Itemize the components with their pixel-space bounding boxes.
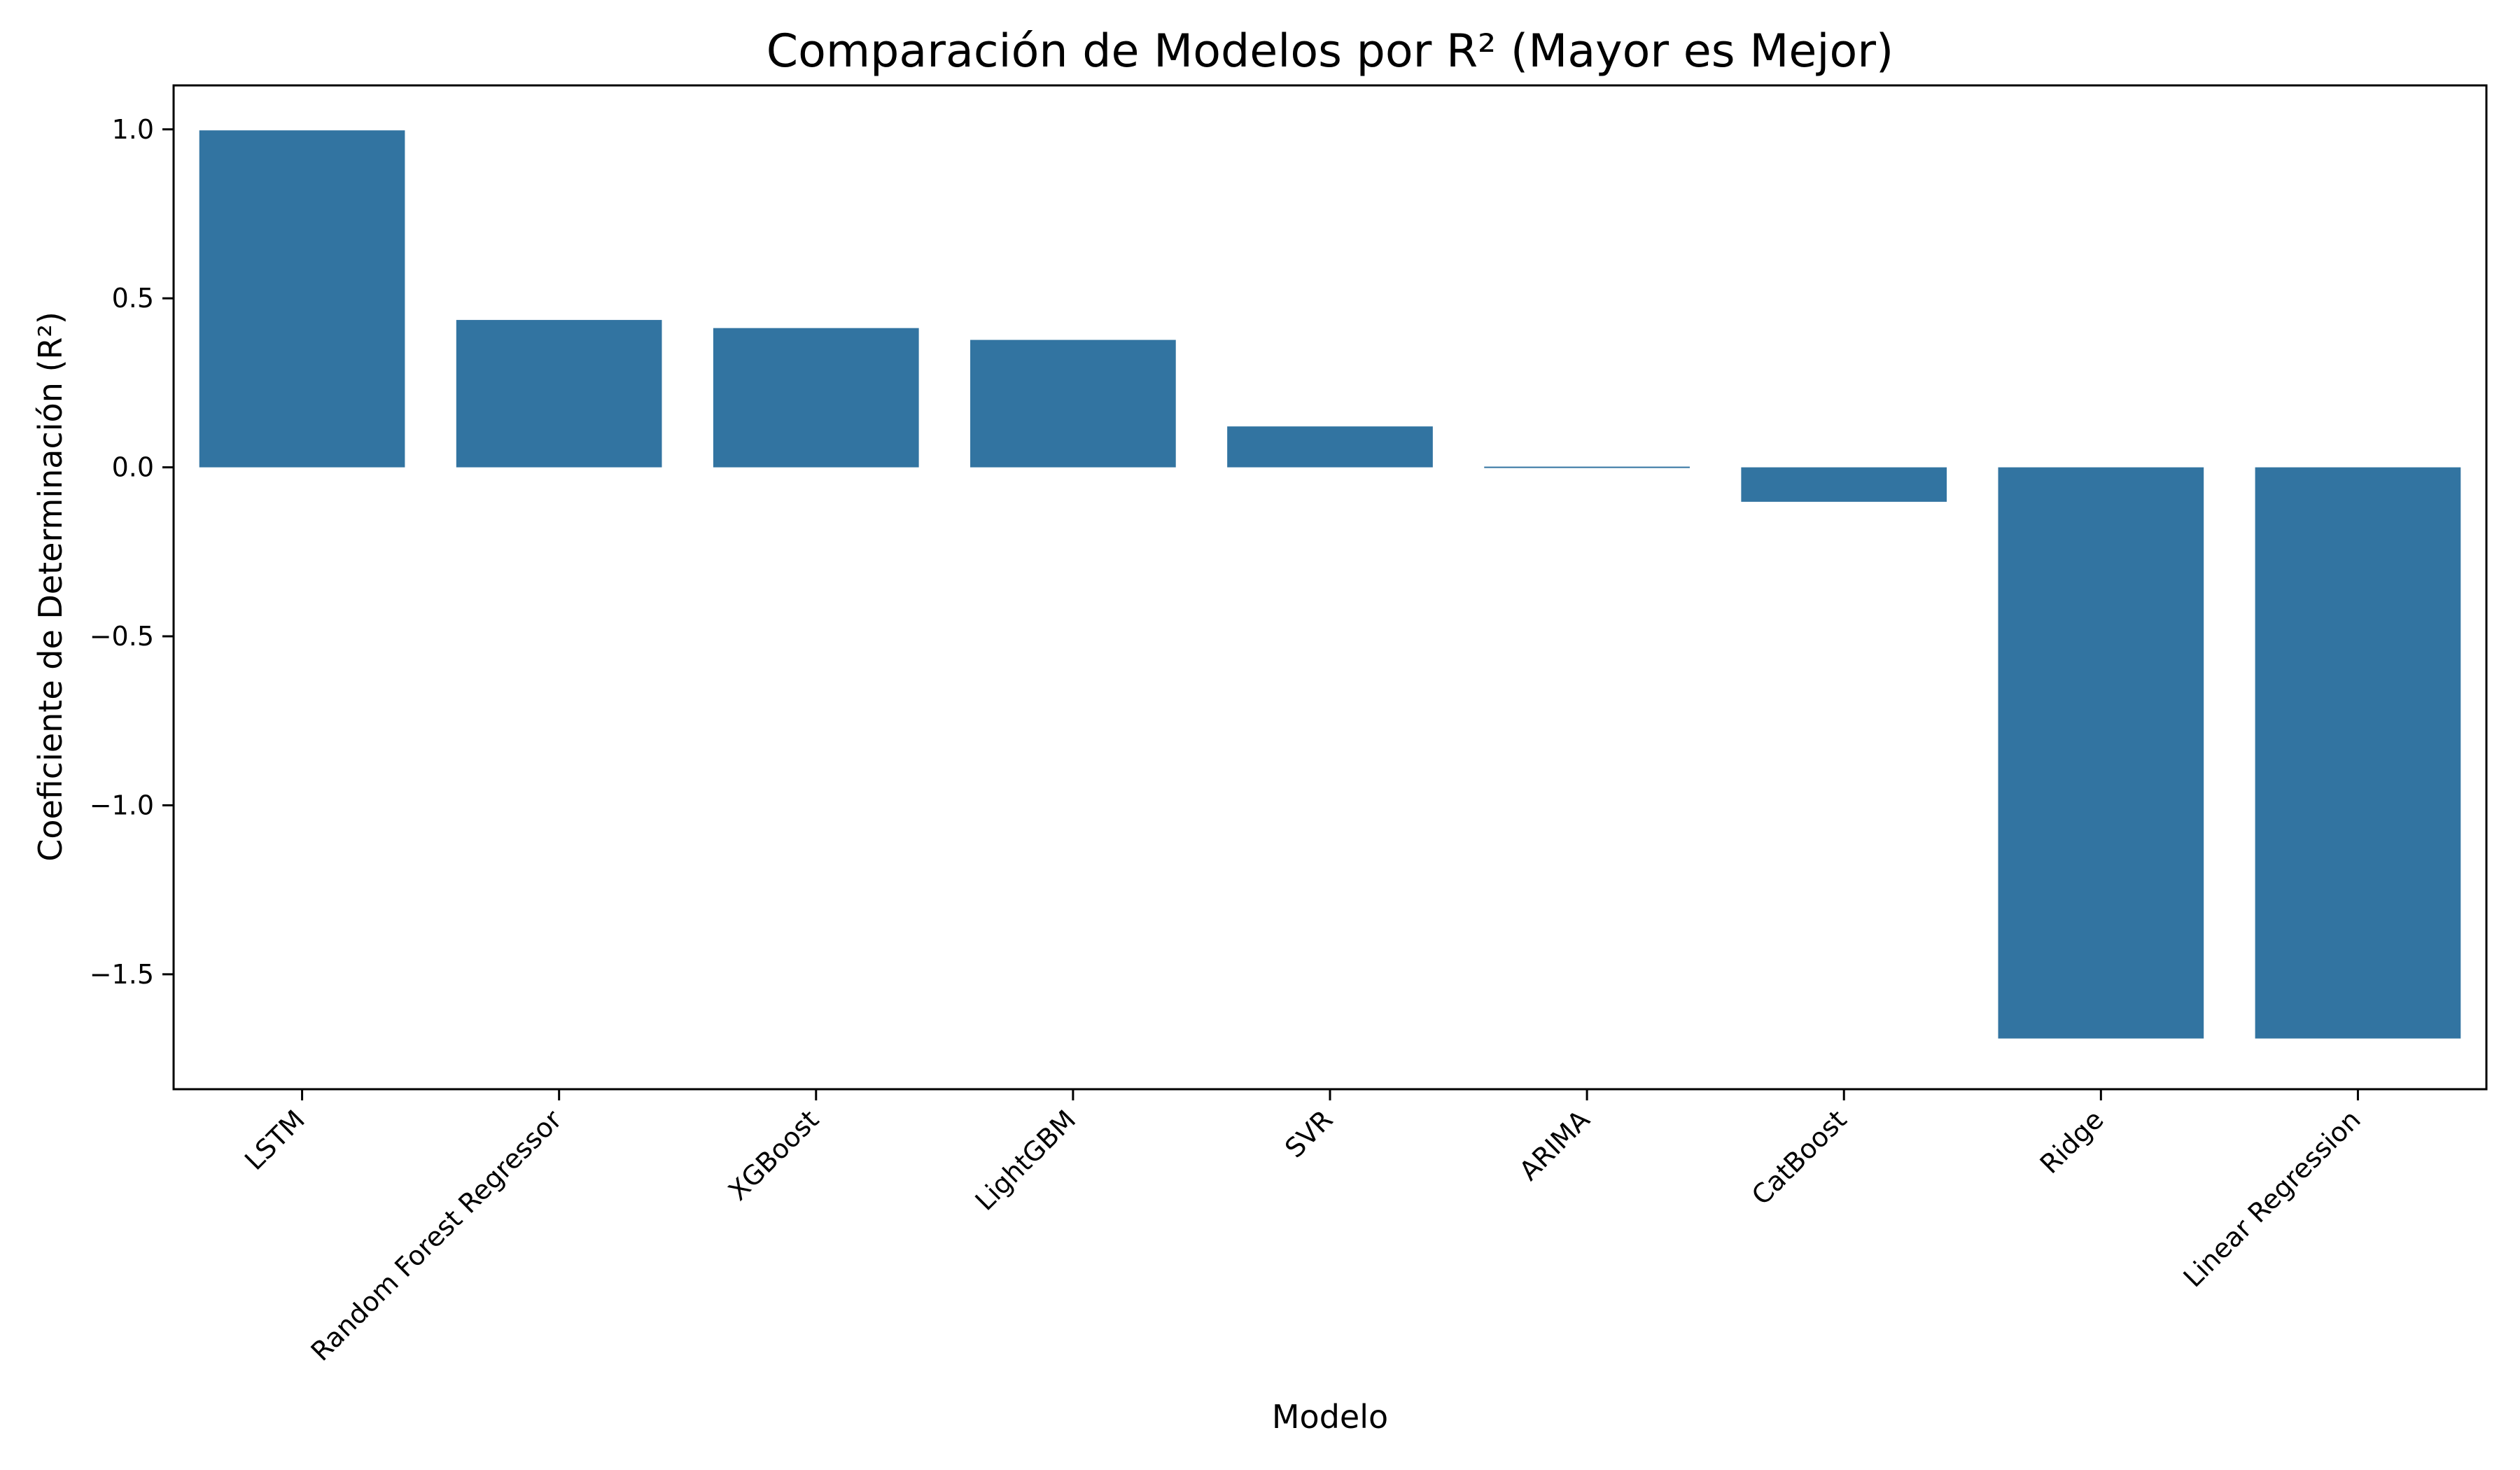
bar-lstm xyxy=(199,130,405,468)
y-tick-label: −1.5 xyxy=(90,959,154,990)
bar-random-forest-regressor xyxy=(456,320,662,468)
bars-group xyxy=(199,130,2461,1039)
y-tick-label: −1.0 xyxy=(90,790,154,820)
x-tick-label-svr: SVR xyxy=(1279,1104,1338,1163)
x-tick-label-catboost: CatBoost xyxy=(1746,1104,1853,1211)
x-tick-label-xgboost: XGBoost xyxy=(722,1104,825,1206)
plot-frame xyxy=(172,84,2488,1091)
y-tick-label: 0.0 xyxy=(112,452,154,483)
bar-xgboost xyxy=(713,328,919,468)
y-tick-label: 0.5 xyxy=(112,283,154,314)
x-tick-label-lightgbm: LightGBM xyxy=(969,1104,1082,1217)
y-axis-ticks: 1.0 0.5 0.0 −0.5 −1.0 −1.5 xyxy=(90,114,174,990)
y-tick-label: −0.5 xyxy=(90,621,154,652)
bar-svr xyxy=(1227,426,1433,468)
y-axis-label: Coeficiente de Determinación (R²) xyxy=(31,312,69,862)
bar-catboost xyxy=(1741,467,1947,502)
x-axis-label: Modelo xyxy=(1272,1398,1388,1436)
x-tick-label-arima: ARIMA xyxy=(1513,1104,1596,1186)
y-tick-label: 1.0 xyxy=(112,114,154,145)
bar-lightgbm xyxy=(970,340,1176,468)
x-tick-label-random-forest-regressor: Random Forest Regressor xyxy=(305,1104,568,1367)
x-tick-label-lstm: LSTM xyxy=(239,1104,311,1176)
bar-arima xyxy=(1484,466,1690,468)
chart-title: Comparación de Modelos por R² (Mayor es … xyxy=(766,25,1894,78)
x-tick-label-ridge: Ridge xyxy=(2034,1104,2110,1180)
bar-linear-regression xyxy=(2255,467,2461,1039)
x-tick-label-linear-regression: Linear Regression xyxy=(2178,1104,2367,1293)
bar-ridge xyxy=(1998,467,2204,1039)
